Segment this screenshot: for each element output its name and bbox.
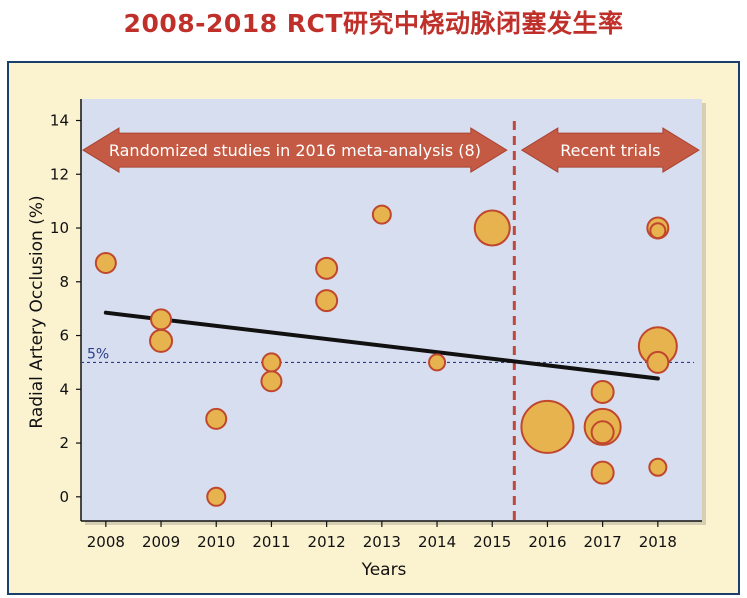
data-point — [315, 289, 339, 313]
data-point — [590, 420, 615, 445]
data-point — [315, 256, 339, 280]
x-tick-label: 2015 — [473, 533, 511, 551]
x-tick-label: 2011 — [252, 533, 290, 551]
x-tick-label: 2014 — [418, 533, 456, 551]
y-tick-label: 4 — [59, 380, 69, 398]
recent-trials-label: Recent trials — [560, 141, 660, 160]
y-tick-label: 14 — [50, 112, 69, 130]
data-point — [590, 379, 615, 404]
data-point — [646, 350, 670, 374]
page-title: 2008-2018 RCT研究中桡动脉闭塞发生率 — [123, 9, 624, 38]
y-tick-label: 6 — [59, 327, 69, 345]
x-tick-label: 2016 — [528, 533, 566, 551]
x-tick-label: 2010 — [197, 533, 235, 551]
data-point — [371, 204, 392, 225]
plot-area — [81, 99, 702, 521]
x-tick-label: 2017 — [584, 533, 622, 551]
data-point — [261, 352, 282, 373]
meta-analysis-arrow — [82, 127, 508, 173]
y-tick-label: 12 — [50, 165, 69, 183]
data-point — [428, 353, 447, 372]
x-axis-title: Years — [361, 560, 407, 580]
data-point — [149, 328, 174, 353]
x-tick-label: 2013 — [363, 533, 401, 551]
y-tick-label: 2 — [59, 434, 69, 452]
data-point — [648, 457, 668, 477]
y-axis-title: Radial Artery Occlusion (%) — [27, 195, 47, 428]
y-tick-label: 8 — [59, 273, 69, 291]
x-tick-label: 2009 — [142, 533, 180, 551]
x-tick-label: 2018 — [639, 533, 677, 551]
recent-trials-arrow — [520, 127, 700, 173]
data-point — [590, 460, 615, 485]
x-tick-label: 2008 — [87, 533, 125, 551]
meta-analysis-label: Randomized studies in 2016 meta-analysis… — [109, 141, 481, 160]
data-point — [260, 370, 283, 393]
data-point — [520, 399, 575, 454]
x-tick-label: 2012 — [308, 533, 346, 551]
y-tick-label: 0 — [59, 488, 69, 506]
data-point — [150, 308, 173, 331]
data-point — [649, 222, 667, 240]
trend-line — [103, 310, 660, 381]
reference-line-label: 5% — [87, 346, 109, 362]
data-point — [206, 486, 227, 507]
data-point — [205, 407, 228, 430]
y-tick-label: 10 — [50, 219, 69, 237]
data-point — [94, 251, 117, 274]
data-point — [473, 209, 511, 247]
